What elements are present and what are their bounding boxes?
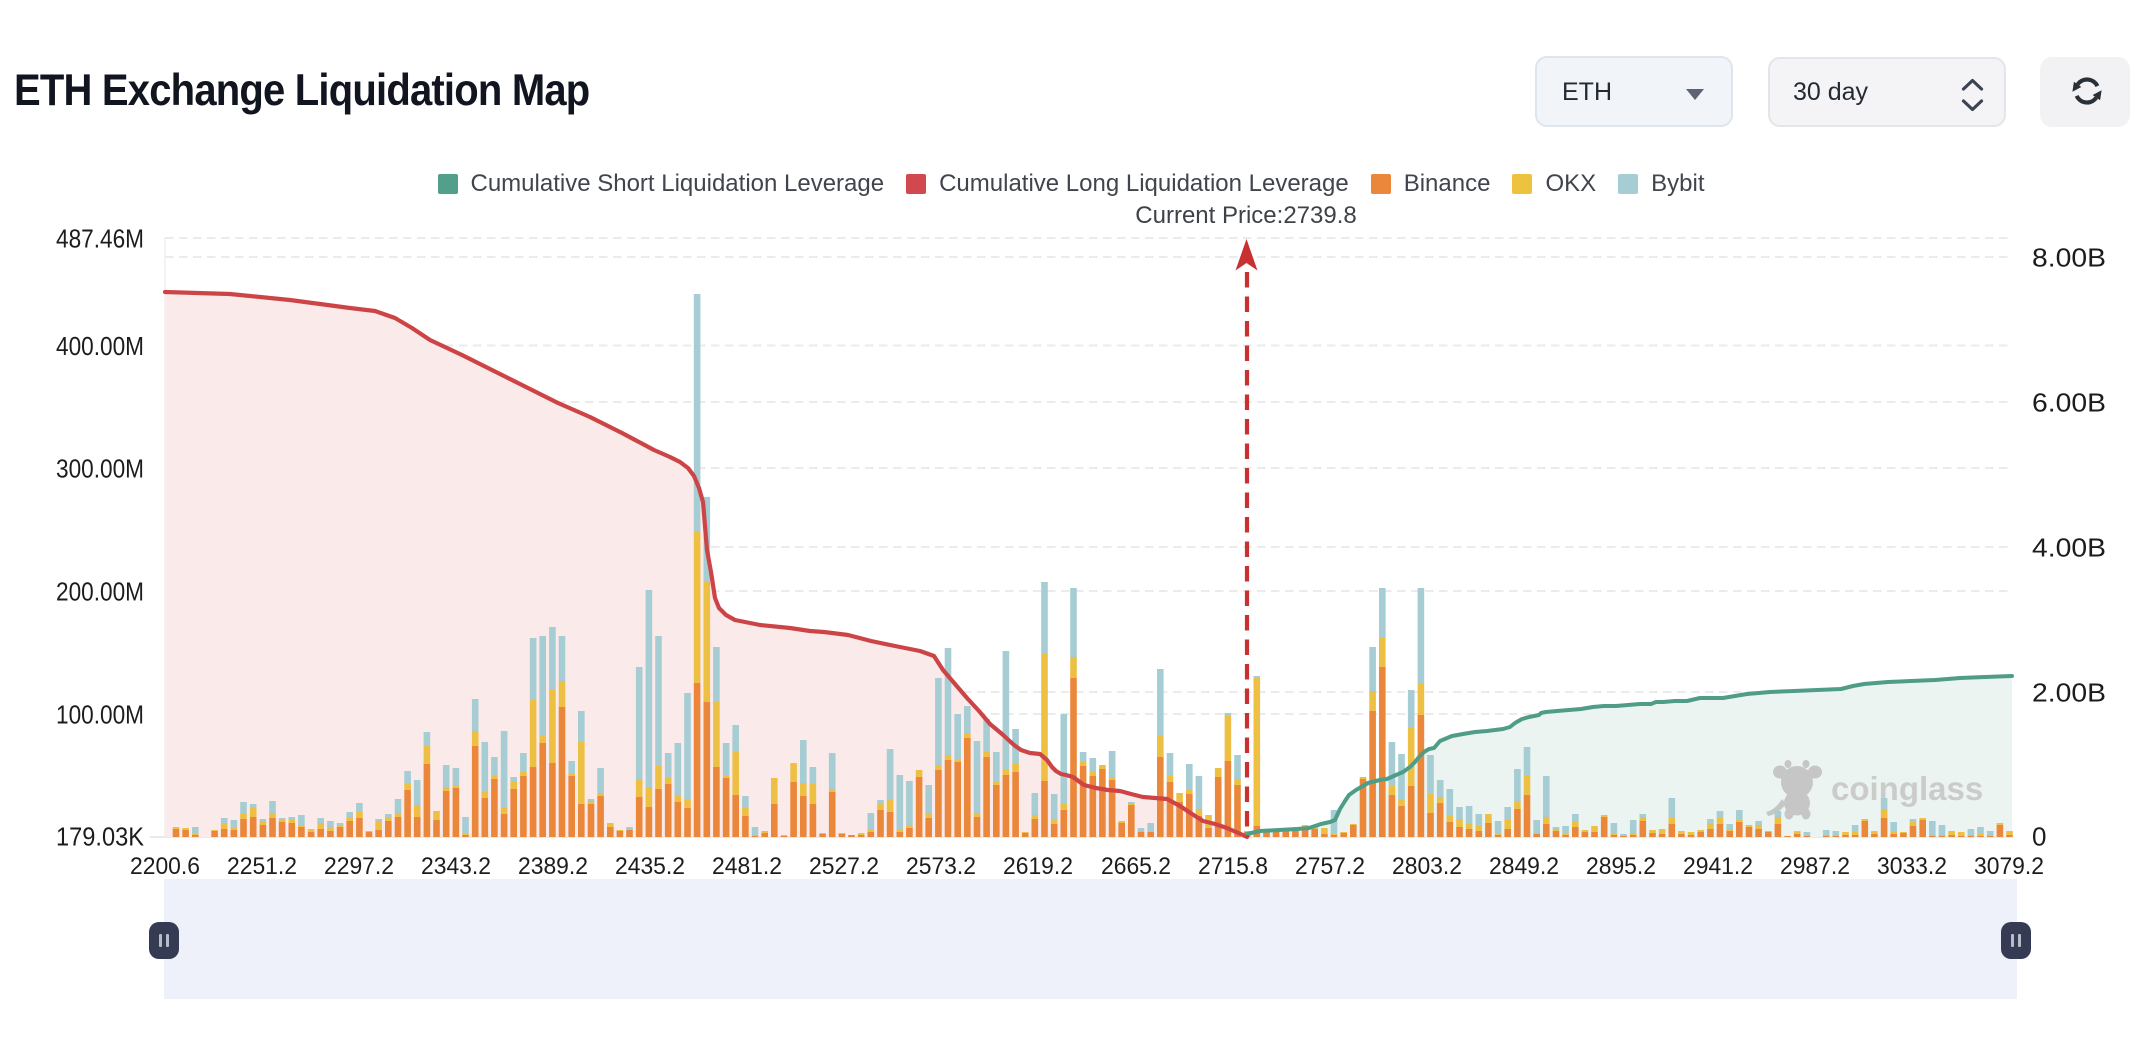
svg-text:3079.2: 3079.2 bbox=[1974, 853, 2044, 880]
svg-text:2987.2: 2987.2 bbox=[1780, 853, 1850, 880]
svg-text:2200.6: 2200.6 bbox=[130, 853, 200, 880]
svg-text:coinglass: coinglass bbox=[1831, 770, 1983, 807]
svg-text:8.00B: 8.00B bbox=[2032, 243, 2106, 273]
svg-text:2849.2: 2849.2 bbox=[1489, 853, 1559, 880]
svg-text:200.00M: 200.00M bbox=[56, 577, 144, 607]
svg-text:2665.2: 2665.2 bbox=[1101, 853, 1171, 880]
svg-text:6.00B: 6.00B bbox=[2032, 388, 2106, 418]
svg-text:2941.2: 2941.2 bbox=[1683, 853, 1753, 880]
svg-text:2481.2: 2481.2 bbox=[712, 853, 782, 880]
svg-text:4.00B: 4.00B bbox=[2032, 533, 2106, 563]
svg-text:2757.2: 2757.2 bbox=[1295, 853, 1365, 880]
svg-text:3033.2: 3033.2 bbox=[1877, 853, 1947, 880]
svg-text:2435.2: 2435.2 bbox=[615, 853, 685, 880]
svg-text:100.00M: 100.00M bbox=[56, 700, 144, 730]
svg-text:2619.2: 2619.2 bbox=[1003, 853, 1073, 880]
svg-text:2343.2: 2343.2 bbox=[421, 853, 491, 880]
svg-text:2527.2: 2527.2 bbox=[809, 853, 879, 880]
svg-text:2.00B: 2.00B bbox=[2032, 678, 2106, 708]
svg-text:0: 0 bbox=[2032, 822, 2046, 852]
svg-text:400.00M: 400.00M bbox=[56, 331, 144, 361]
svg-text:2297.2: 2297.2 bbox=[324, 853, 394, 880]
svg-text:179.03K: 179.03K bbox=[56, 822, 145, 852]
svg-text:2803.2: 2803.2 bbox=[1392, 853, 1462, 880]
svg-text:487.46M: 487.46M bbox=[56, 224, 144, 254]
svg-text:2715.8: 2715.8 bbox=[1198, 853, 1268, 880]
svg-text:2389.2: 2389.2 bbox=[518, 853, 588, 880]
svg-text:300.00M: 300.00M bbox=[56, 454, 144, 484]
svg-text:2573.2: 2573.2 bbox=[906, 853, 976, 880]
svg-text:2251.2: 2251.2 bbox=[227, 853, 297, 880]
svg-text:2895.2: 2895.2 bbox=[1586, 853, 1656, 880]
